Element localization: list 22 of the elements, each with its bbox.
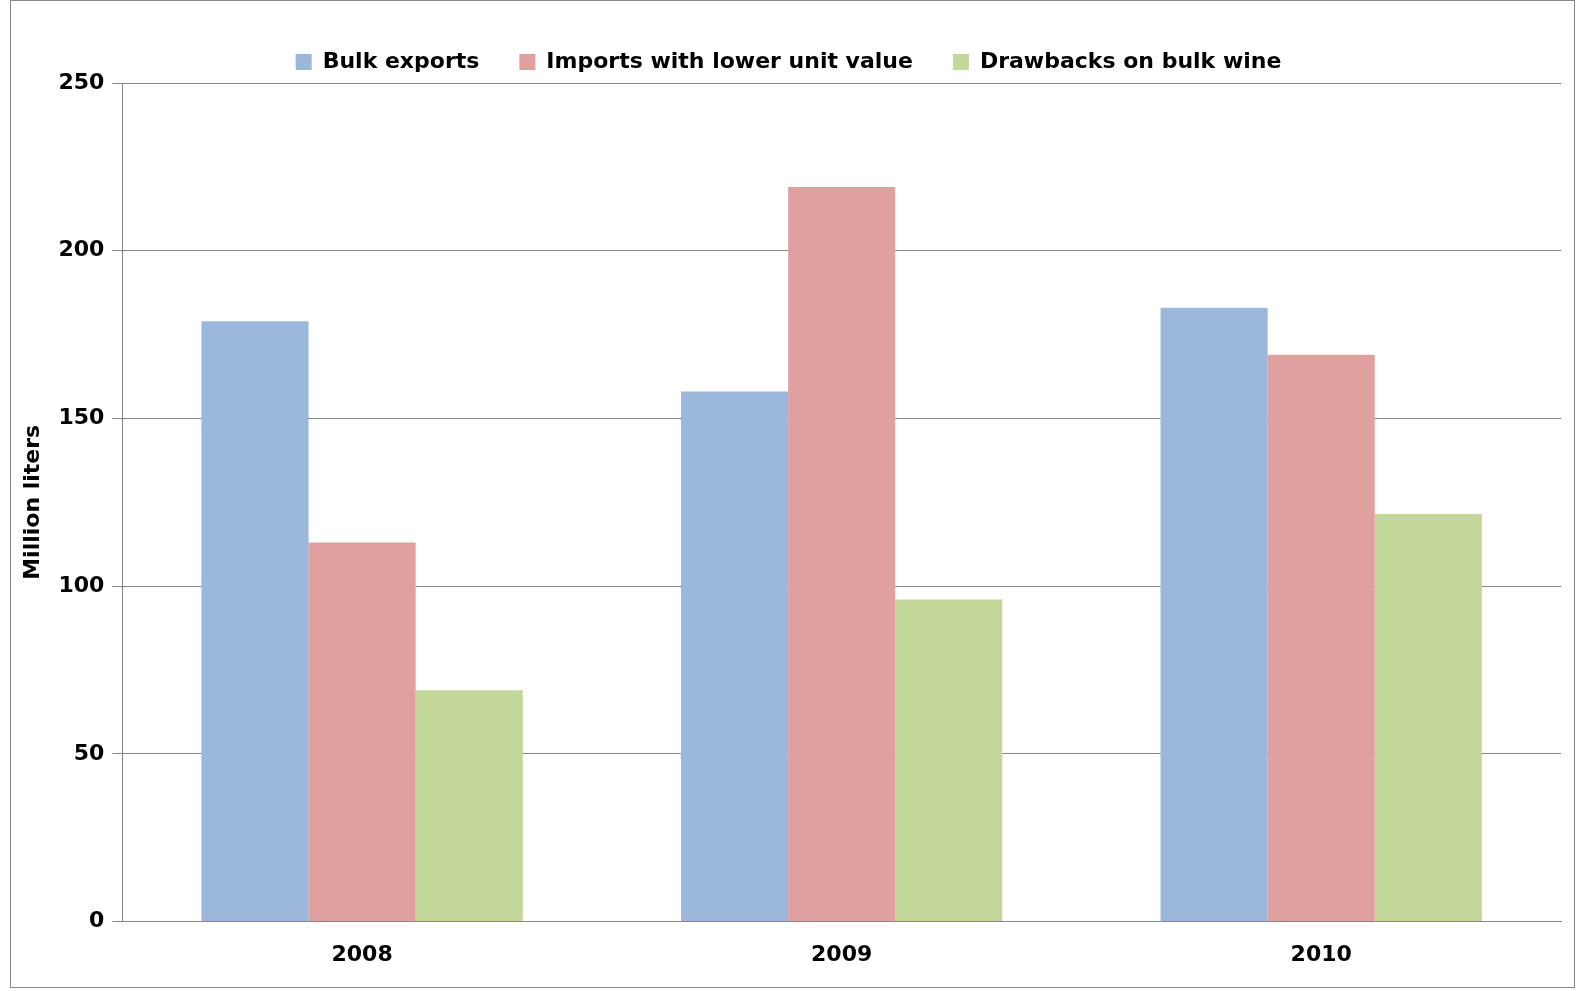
bar [308,542,416,922]
y-axis-title: Million liters [18,424,44,580]
legend-label: Imports with lower unit value [546,47,913,73]
y-tick-label: 250 [58,68,105,94]
bar [1374,514,1482,922]
legend-label: Drawbacks on bulk wine [979,47,1282,73]
y-tick-label: 150 [58,404,105,430]
y-tick-label: 0 [89,907,105,933]
bar [895,599,1003,922]
legend-label: Bulk exports [322,47,480,73]
y-tick-label: 50 [73,739,105,765]
bar [1267,354,1375,922]
x-tick-label: 2009 [811,940,873,966]
bar [415,690,523,922]
bar [201,321,309,922]
y-tick-label: 200 [58,236,105,262]
bar [681,391,789,922]
bar [788,186,896,922]
x-tick-label: 2010 [1290,940,1352,966]
bar [1160,307,1268,922]
y-tick-label: 100 [58,571,105,597]
x-tick-label: 2008 [331,940,393,966]
